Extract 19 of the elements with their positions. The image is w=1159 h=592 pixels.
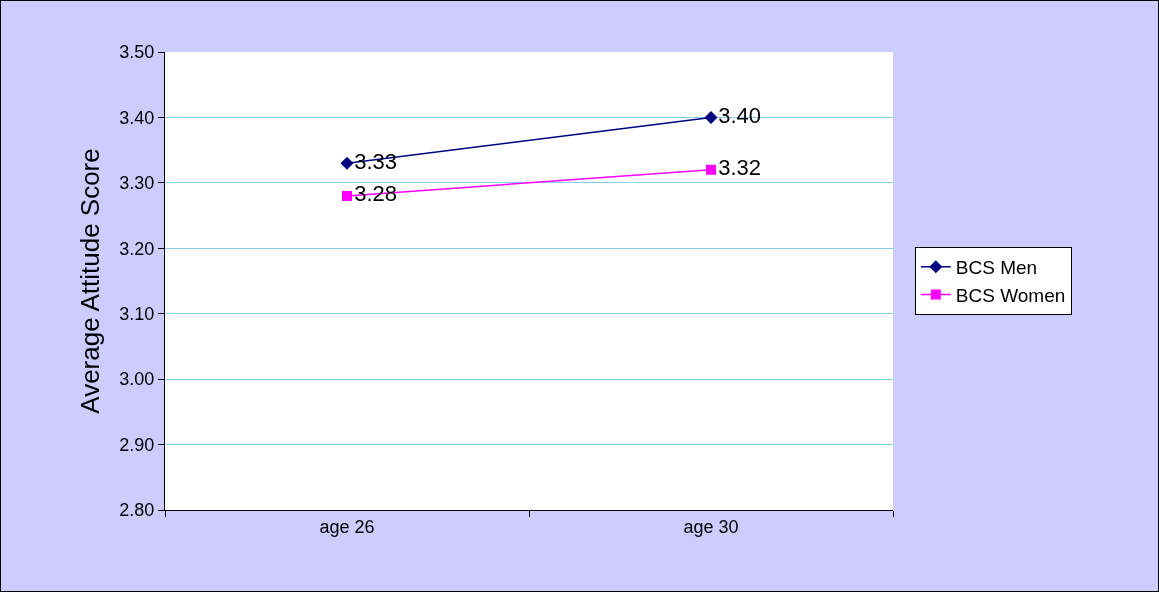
y-tick-label: 3.00 bbox=[119, 369, 155, 390]
y-axis-title: Average Attitude Score bbox=[74, 148, 105, 414]
data-label: 3.32 bbox=[718, 155, 762, 181]
y-tick-label: 3.10 bbox=[119, 304, 155, 325]
y-tick-label: 3.40 bbox=[119, 107, 155, 128]
legend-label: BCS Men bbox=[955, 257, 1038, 279]
x-tick-label: age 30 bbox=[683, 516, 739, 537]
y-tick-label: 3.30 bbox=[119, 173, 155, 194]
y-tick-label: 3.20 bbox=[119, 238, 155, 259]
point bbox=[704, 110, 718, 124]
point bbox=[706, 164, 716, 175]
data-label: 3.40 bbox=[718, 102, 762, 128]
y-tick-label: 2.90 bbox=[119, 434, 155, 455]
y-tick-label: 3.50 bbox=[119, 42, 155, 63]
y-tick-label: 2.80 bbox=[119, 500, 155, 521]
point bbox=[342, 190, 352, 201]
point bbox=[340, 156, 354, 170]
x-tick-label: age 26 bbox=[319, 516, 375, 537]
legend-label: BCS Women bbox=[955, 284, 1066, 306]
